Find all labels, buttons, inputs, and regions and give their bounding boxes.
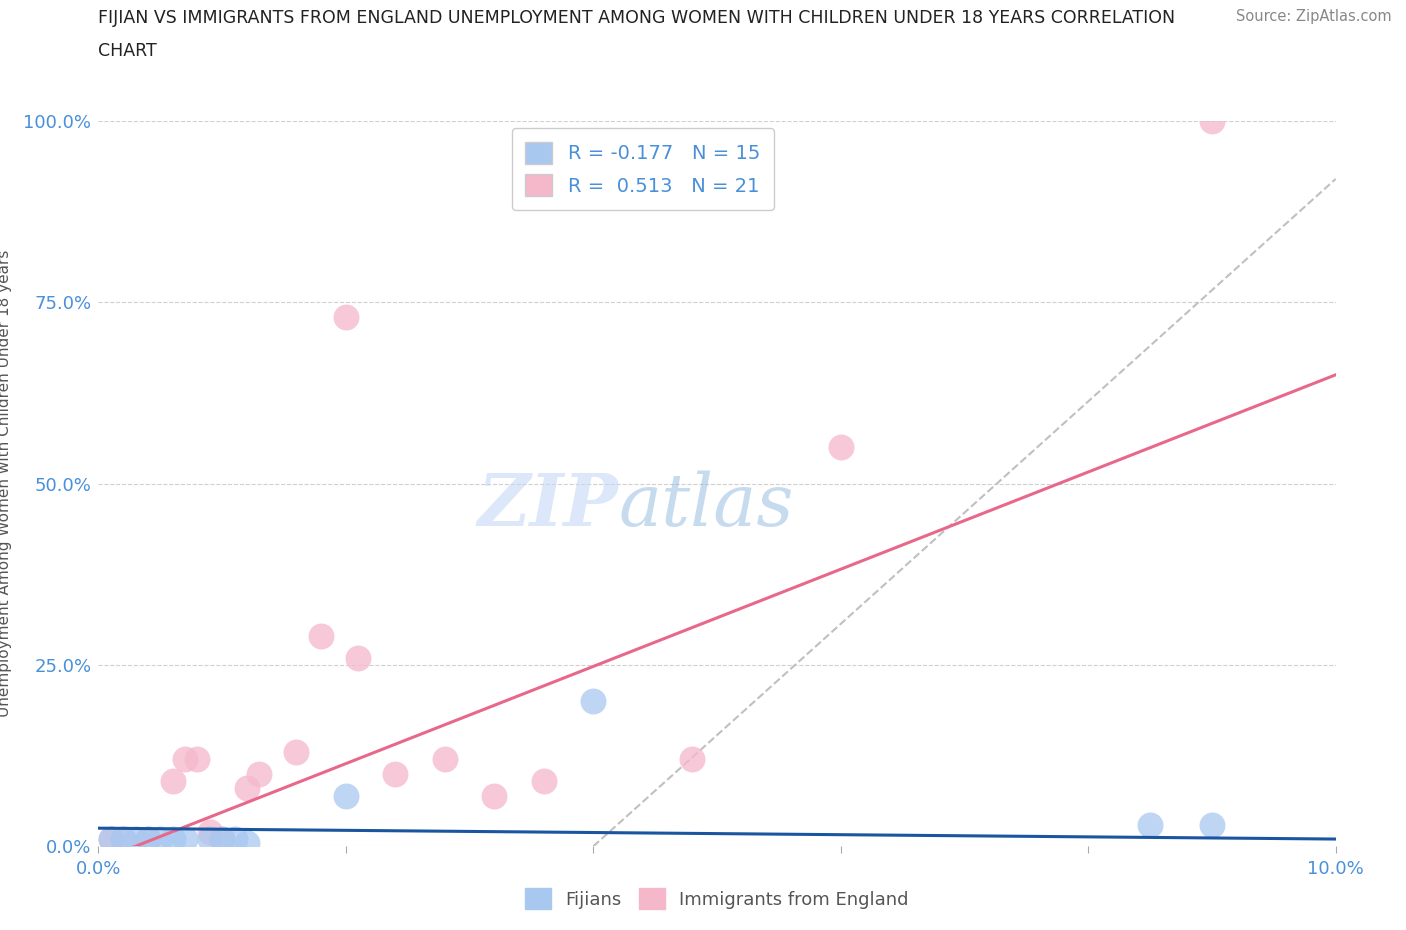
Point	[149, 831, 172, 846]
Text: ZIP: ZIP	[477, 470, 619, 541]
Point	[830, 440, 852, 455]
Point	[174, 831, 197, 846]
Point	[347, 650, 370, 665]
Point	[681, 751, 703, 766]
Point	[100, 831, 122, 846]
Text: FIJIAN VS IMMIGRANTS FROM ENGLAND UNEMPLOYMENT AMONG WOMEN WITH CHILDREN UNDER 1: FIJIAN VS IMMIGRANTS FROM ENGLAND UNEMPL…	[98, 9, 1175, 27]
Point	[198, 831, 221, 846]
Point	[433, 751, 456, 766]
Point	[100, 831, 122, 846]
Legend: R = -0.177   N = 15, R =  0.513   N = 21: R = -0.177 N = 15, R = 0.513 N = 21	[512, 128, 775, 210]
Text: Source: ZipAtlas.com: Source: ZipAtlas.com	[1236, 9, 1392, 24]
Point	[186, 751, 208, 766]
Point	[124, 831, 146, 846]
Point	[211, 831, 233, 846]
Point	[112, 831, 135, 846]
Point	[224, 831, 246, 846]
Y-axis label: Unemployment Among Women with Children Under 18 years: Unemployment Among Women with Children U…	[0, 250, 13, 717]
Point	[335, 788, 357, 803]
Point	[211, 831, 233, 846]
Point	[384, 766, 406, 781]
Point	[136, 831, 159, 846]
Point	[582, 694, 605, 709]
Point	[309, 629, 332, 644]
Point	[247, 766, 270, 781]
Point	[484, 788, 506, 803]
Point	[533, 774, 555, 789]
Point	[162, 831, 184, 846]
Legend: Fijians, Immigrants from England: Fijians, Immigrants from England	[519, 881, 915, 916]
Point	[335, 310, 357, 325]
Text: CHART: CHART	[98, 42, 157, 60]
Point	[1201, 113, 1223, 128]
Point	[1139, 817, 1161, 832]
Text: atlas: atlas	[619, 470, 793, 540]
Point	[162, 774, 184, 789]
Point	[1201, 817, 1223, 832]
Point	[174, 751, 197, 766]
Point	[198, 824, 221, 839]
Point	[236, 781, 259, 796]
Point	[112, 831, 135, 846]
Point	[236, 835, 259, 850]
Point	[285, 745, 308, 760]
Point	[136, 831, 159, 846]
